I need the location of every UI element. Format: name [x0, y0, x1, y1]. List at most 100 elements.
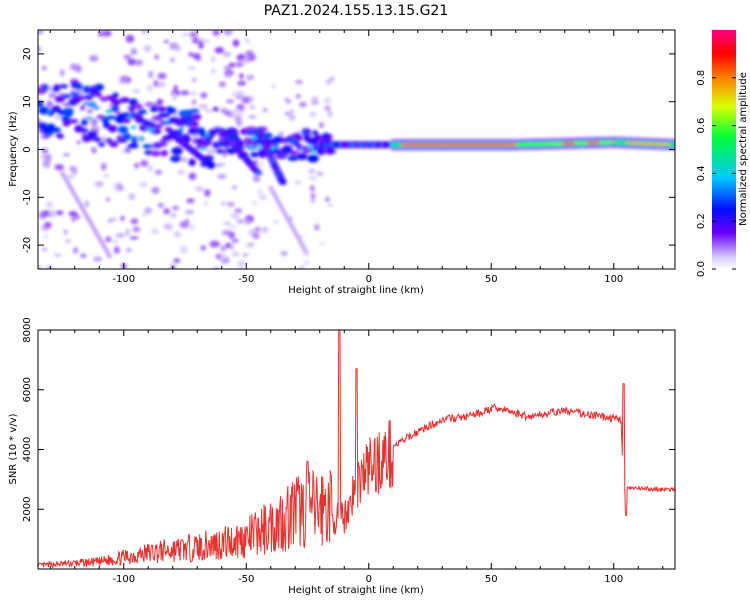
spectral-blob [163, 40, 170, 44]
spectral-blob [124, 147, 132, 154]
spectral-blob [59, 69, 65, 77]
spectral-blob [141, 213, 147, 217]
spectral-blob [257, 189, 263, 194]
spectral-blob [158, 112, 171, 118]
spectral-blob [238, 266, 244, 269]
spectral-blob [42, 84, 49, 92]
spectral-blob [130, 48, 138, 55]
spectral-blob [212, 266, 221, 269]
spectral-blob [296, 236, 302, 241]
spectral-blob [291, 228, 297, 233]
spectral-blob [150, 105, 158, 113]
spectral-blob [64, 239, 72, 243]
spectral-blob [192, 78, 197, 82]
spectral-blob [203, 109, 214, 113]
snr-panel: -100 -50 0 50 100 2000 4000 6000 8000 Height of … [8, 317, 676, 596]
spectral-blob [235, 109, 242, 116]
spectral-blob [79, 128, 89, 133]
spectral-blob [232, 186, 237, 190]
y-tick-label: 20 [22, 48, 33, 61]
spectral-blob [220, 254, 227, 260]
spectral-blob [198, 104, 209, 109]
spectral-blob [307, 154, 319, 163]
spectral-blob [240, 58, 251, 64]
spectral-blob [129, 236, 139, 240]
spectral-blob [311, 150, 317, 154]
colorbar-ticks: 0.0 0.2 0.4 0.6 0.8 [696, 70, 736, 277]
spectral-blob [256, 161, 264, 167]
spectral-blob [217, 174, 227, 180]
spectral-blob [275, 199, 281, 203]
spectral-blob [89, 55, 99, 62]
spectral-blob [304, 260, 309, 265]
spectral-blob [185, 219, 190, 223]
spectral-blob [44, 264, 55, 269]
spectrogram-blobs [38, 30, 675, 269]
spectral-blob [299, 242, 305, 246]
spectral-blob [272, 219, 280, 224]
spectral-blob [57, 133, 64, 139]
spectral-blob [101, 243, 107, 248]
spectral-blob [239, 73, 244, 79]
spectral-blob [157, 202, 164, 208]
spectral-blob [237, 140, 245, 147]
spectral-blob [226, 71, 232, 78]
spectral-blob [277, 131, 284, 136]
spectral-blob [297, 239, 303, 243]
y-tick-label: -10 [22, 189, 33, 205]
spectral-blob [42, 247, 47, 252]
spectrogram-background [38, 30, 675, 269]
spectral-blob [132, 103, 143, 109]
spectral-blob [46, 109, 52, 114]
spectral-blob [171, 205, 180, 211]
spectral-blob [323, 97, 332, 104]
spectral-blob [270, 146, 276, 150]
spectral-blob [160, 150, 169, 157]
spectral-blob [132, 88, 141, 94]
spectral-blob [180, 157, 188, 163]
spectral-blob [68, 166, 78, 171]
spectral-blob [110, 98, 122, 106]
spectral-blob [90, 118, 98, 127]
spectral-blob [94, 181, 104, 187]
spectral-blob [151, 228, 159, 235]
spectral-blob [220, 201, 227, 206]
spectral-blob [109, 142, 119, 148]
spectral-blob [119, 97, 130, 103]
spectral-blob [105, 250, 111, 255]
spectral-blob [298, 265, 305, 269]
spectral-blob [46, 100, 53, 108]
spectral-blob [149, 129, 155, 134]
spectral-blob [153, 79, 159, 87]
colorbar-gradient [712, 30, 736, 269]
spectral-blob [218, 81, 226, 88]
spectral-blob [289, 109, 294, 116]
spectral-blob [256, 146, 261, 150]
spectral-blob [147, 164, 153, 173]
spectral-blob [65, 181, 71, 186]
spectral-blob [109, 217, 118, 222]
spectral-blob [141, 30, 147, 35]
spectral-blob [281, 210, 287, 214]
spectral-blob [282, 251, 288, 256]
spectral-blob [163, 208, 170, 215]
spectral-blob [68, 211, 78, 217]
spectral-blob [225, 99, 235, 104]
spectral-blob [290, 226, 296, 230]
spectral-blob [154, 169, 163, 175]
spectral-blob [45, 153, 52, 162]
spectral-blob [61, 175, 67, 179]
spectral-blob [311, 96, 319, 101]
spectral-blob [672, 141, 675, 148]
spectral-blob [171, 92, 177, 101]
spectral-blob [100, 162, 107, 171]
spectral-blob [211, 68, 216, 73]
spectral-blob [226, 201, 235, 207]
spectral-blob [219, 162, 226, 167]
spectral-blob [274, 144, 280, 149]
y-tick-label: 0 [22, 146, 33, 152]
spectral-blob [261, 226, 269, 233]
spectral-blob [120, 149, 126, 153]
spectral-blob [101, 30, 112, 37]
